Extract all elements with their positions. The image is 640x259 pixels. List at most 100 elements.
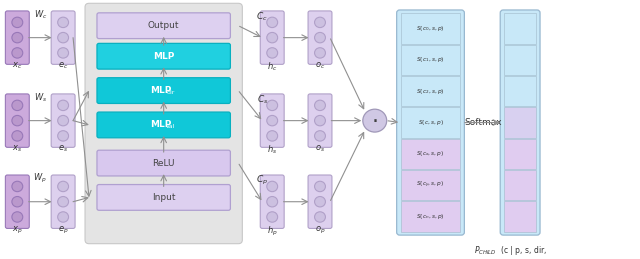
Bar bbox=[504, 170, 536, 200]
Circle shape bbox=[315, 48, 325, 58]
FancyBboxPatch shape bbox=[97, 112, 230, 138]
Bar bbox=[401, 76, 460, 106]
Circle shape bbox=[12, 212, 23, 222]
Text: ·: · bbox=[371, 112, 378, 132]
Circle shape bbox=[315, 181, 325, 192]
Circle shape bbox=[267, 17, 278, 28]
Circle shape bbox=[58, 100, 68, 111]
Text: $S(c_x,s,p)$: $S(c_x,s,p)$ bbox=[416, 149, 445, 159]
Text: $e_c$: $e_c$ bbox=[58, 61, 68, 71]
FancyBboxPatch shape bbox=[260, 11, 284, 64]
FancyBboxPatch shape bbox=[97, 185, 230, 210]
Text: $S(c,s,p)$: $S(c,s,p)$ bbox=[417, 118, 444, 127]
Text: $h_p$: $h_p$ bbox=[267, 225, 278, 238]
Circle shape bbox=[58, 48, 68, 58]
FancyBboxPatch shape bbox=[97, 43, 230, 69]
Bar bbox=[401, 139, 460, 169]
Text: $S(c_2,s,p)$: $S(c_2,s,p)$ bbox=[416, 87, 445, 96]
Text: $C_c$: $C_c$ bbox=[257, 10, 268, 23]
Text: $S(c_0,s,p)$: $S(c_0,s,p)$ bbox=[416, 24, 445, 33]
Circle shape bbox=[12, 48, 23, 58]
Circle shape bbox=[315, 131, 325, 141]
Text: $e_p$: $e_p$ bbox=[58, 225, 68, 236]
Text: $W_p$: $W_p$ bbox=[33, 172, 47, 185]
Bar bbox=[401, 202, 460, 232]
Text: $S(c_1,s,p)$: $S(c_1,s,p)$ bbox=[416, 55, 445, 64]
Text: Softmax: Softmax bbox=[465, 118, 502, 127]
Circle shape bbox=[58, 32, 68, 43]
Bar bbox=[504, 202, 536, 232]
FancyBboxPatch shape bbox=[85, 3, 243, 244]
Text: $e_s$: $e_s$ bbox=[58, 143, 68, 154]
FancyBboxPatch shape bbox=[260, 94, 284, 147]
Bar bbox=[504, 107, 536, 138]
FancyBboxPatch shape bbox=[260, 175, 284, 228]
Circle shape bbox=[267, 131, 278, 141]
Bar bbox=[401, 170, 460, 200]
Text: $C_s$: $C_s$ bbox=[257, 93, 268, 106]
Circle shape bbox=[315, 212, 325, 222]
FancyBboxPatch shape bbox=[51, 94, 75, 147]
Text: $o_c$: $o_c$ bbox=[315, 61, 325, 71]
Circle shape bbox=[267, 197, 278, 207]
FancyBboxPatch shape bbox=[5, 175, 29, 228]
Circle shape bbox=[12, 197, 23, 207]
FancyBboxPatch shape bbox=[97, 150, 230, 176]
Text: $W_s$: $W_s$ bbox=[34, 91, 47, 104]
Bar bbox=[504, 76, 536, 106]
Circle shape bbox=[12, 17, 23, 28]
Text: $o_p$: $o_p$ bbox=[315, 225, 325, 236]
Text: ReLU: ReLU bbox=[152, 159, 175, 168]
Circle shape bbox=[58, 181, 68, 192]
Circle shape bbox=[12, 116, 23, 126]
Circle shape bbox=[12, 100, 23, 111]
Circle shape bbox=[58, 116, 68, 126]
FancyBboxPatch shape bbox=[51, 175, 75, 228]
FancyBboxPatch shape bbox=[97, 78, 230, 103]
Text: $x_s$: $x_s$ bbox=[12, 143, 22, 154]
Text: Input: Input bbox=[152, 193, 175, 202]
Text: $C_p$: $C_p$ bbox=[256, 174, 268, 187]
FancyBboxPatch shape bbox=[5, 94, 29, 147]
Circle shape bbox=[58, 197, 68, 207]
Circle shape bbox=[363, 109, 387, 132]
Text: MLP: MLP bbox=[153, 52, 174, 61]
Circle shape bbox=[58, 131, 68, 141]
Circle shape bbox=[12, 181, 23, 192]
FancyBboxPatch shape bbox=[5, 11, 29, 64]
Circle shape bbox=[315, 100, 325, 111]
Text: Output: Output bbox=[148, 21, 179, 30]
Text: $x_p$: $x_p$ bbox=[12, 225, 22, 236]
Text: $x_c$: $x_c$ bbox=[12, 61, 22, 71]
Circle shape bbox=[12, 32, 23, 43]
Bar bbox=[504, 13, 536, 44]
Text: dir: dir bbox=[166, 90, 175, 95]
Circle shape bbox=[267, 32, 278, 43]
FancyBboxPatch shape bbox=[308, 11, 332, 64]
Text: $o_s$: $o_s$ bbox=[315, 143, 325, 154]
Text: MLP: MLP bbox=[150, 86, 172, 95]
FancyBboxPatch shape bbox=[308, 175, 332, 228]
Bar bbox=[401, 45, 460, 75]
Circle shape bbox=[315, 197, 325, 207]
FancyBboxPatch shape bbox=[97, 13, 230, 39]
Text: $h_c$: $h_c$ bbox=[267, 61, 278, 73]
Text: $W_c$: $W_c$ bbox=[33, 9, 47, 21]
Circle shape bbox=[267, 100, 278, 111]
Circle shape bbox=[315, 116, 325, 126]
Circle shape bbox=[315, 32, 325, 43]
Bar bbox=[401, 107, 460, 138]
Bar bbox=[504, 45, 536, 75]
Circle shape bbox=[267, 116, 278, 126]
Circle shape bbox=[12, 131, 23, 141]
Circle shape bbox=[58, 17, 68, 28]
FancyBboxPatch shape bbox=[308, 94, 332, 147]
Circle shape bbox=[267, 212, 278, 222]
Bar bbox=[401, 13, 460, 44]
Circle shape bbox=[58, 212, 68, 222]
Bar bbox=[504, 139, 536, 169]
FancyBboxPatch shape bbox=[51, 11, 75, 64]
Circle shape bbox=[267, 181, 278, 192]
Text: $S(c_y,s,p)$: $S(c_y,s,p)$ bbox=[416, 180, 445, 190]
Circle shape bbox=[267, 48, 278, 58]
